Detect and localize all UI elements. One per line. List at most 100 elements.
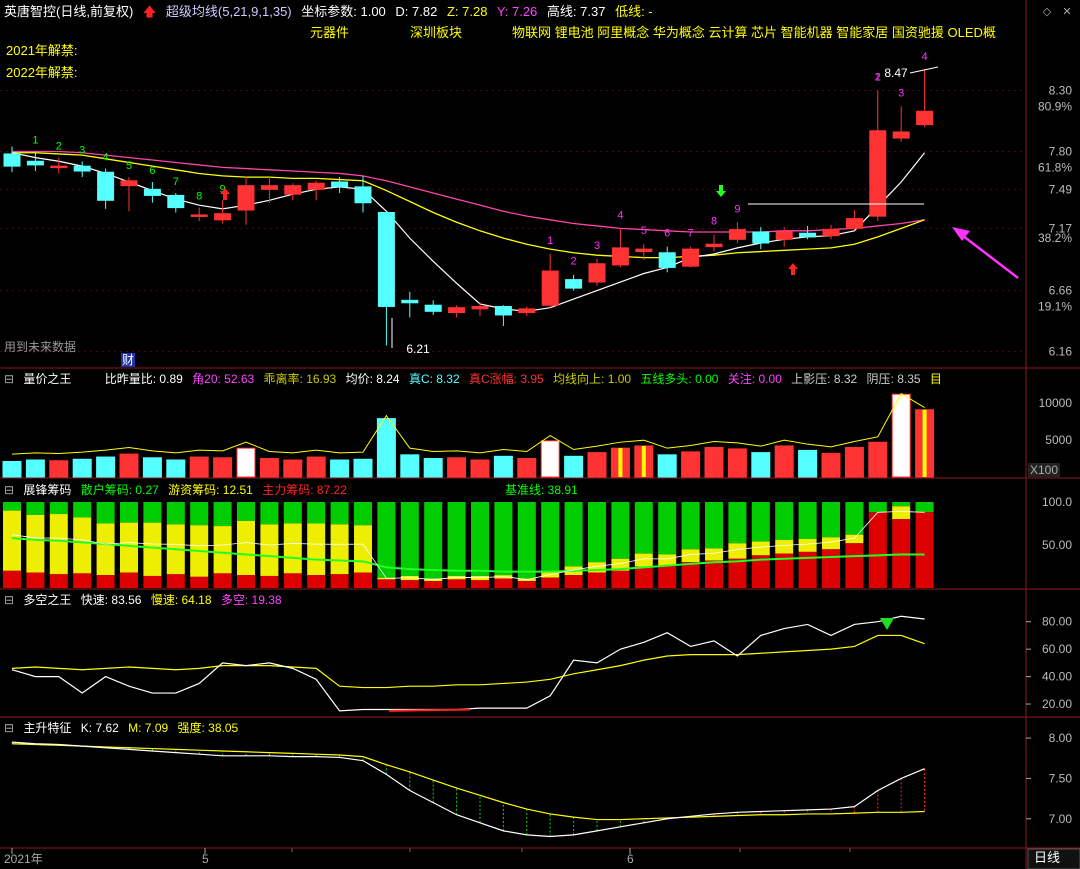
volume-panel-title[interactable]: 量价之王 [23, 372, 72, 386]
chip-bar-main [49, 574, 68, 588]
ma-line-yellow [12, 152, 925, 259]
candle-body [190, 214, 208, 217]
chip-bar-retail [471, 502, 489, 576]
pointer-arrow-line [957, 231, 1019, 279]
chip-bar-retail [588, 502, 606, 563]
price-axis-label: 7.49 [1049, 182, 1073, 196]
chip-bar-main [190, 576, 209, 588]
up-arrow-icon: 🡅 [142, 4, 157, 19]
volume-bar [189, 456, 209, 478]
collapse-icon[interactable]: ⊟ [4, 372, 15, 386]
chip-bar-hot [798, 538, 817, 552]
vol-item-0: 比昨量比: 0.89 [104, 372, 183, 386]
chip-bar-retail [96, 502, 115, 524]
chip-bar-retail [237, 502, 255, 521]
collapse-icon[interactable]: ⊟ [4, 593, 15, 607]
chip-bar-main [634, 566, 653, 588]
sequence-label: 8 [196, 191, 202, 203]
vol-item-4: 真C: 8.32 [408, 372, 460, 386]
candle-body [869, 130, 887, 217]
candle-body [448, 307, 466, 314]
chip-bar-retail [330, 502, 349, 525]
chip-bar-hot [588, 562, 606, 573]
chip-bar-retail [447, 502, 466, 576]
chip-bar-hot [283, 523, 302, 574]
close-icon[interactable]: ✕ [1062, 6, 1072, 18]
vol-item-5: 真C涨幅: 3.95 [469, 372, 544, 386]
volume-bar-marker [641, 445, 646, 477]
hot-money-chip: 游资筹码: 12.51 [168, 483, 253, 497]
volume-bar-marker [618, 448, 623, 477]
candle-body [26, 160, 44, 166]
sequence-label: 2 [56, 141, 62, 153]
volume-bar [798, 449, 818, 478]
chip-bar-main [447, 579, 466, 588]
sequence-label: 4 [103, 152, 109, 164]
candle-body [775, 231, 793, 240]
chip-bar-retail [190, 502, 209, 526]
volume-ma-line [11, 392, 925, 455]
candle-body [752, 231, 770, 244]
indicator-name[interactable]: 超级均线(5,21,9,1,35) [165, 4, 292, 19]
period-button[interactable]: 日线 [1034, 850, 1061, 865]
candle-body [588, 263, 606, 283]
chip-bar-main [681, 562, 700, 588]
candle-body [845, 218, 863, 229]
stock-title[interactable]: 英唐智控(日线,前复权) [4, 4, 134, 19]
chip-bar-hot [143, 522, 162, 576]
chip-bar-retail [494, 502, 513, 576]
finance-mark[interactable]: 财 [121, 353, 136, 367]
dk-axis-label: 40.00 [1042, 670, 1072, 684]
dk-axis-label: 80.00 [1042, 615, 1072, 629]
volume-bar [25, 459, 45, 478]
candle-body [799, 232, 817, 238]
chip-bar-main [120, 572, 138, 588]
chip-base-line [11, 537, 925, 573]
chip-bar-hot [541, 572, 560, 578]
chip-bar-retail [517, 502, 536, 579]
zs-panel-title[interactable]: 主升特征 [23, 721, 72, 735]
volume-axis-label: 10000 [1039, 396, 1073, 410]
sequence-label: 2 [571, 256, 577, 268]
price-axis-label: 6.66 [1049, 284, 1073, 298]
sequence-label: 8 [711, 215, 717, 227]
volume-bar [400, 454, 420, 478]
dk-panel-title[interactable]: 多空之王 [23, 593, 72, 607]
price-axis-label: 80.9% [1038, 99, 1072, 113]
sequence-label: 5 [126, 160, 132, 172]
sequence-label: 3 [594, 240, 600, 252]
chip-bar-hot [728, 543, 747, 559]
chip-bar-main [471, 580, 489, 588]
dk-axis-label: 20.00 [1042, 697, 1072, 711]
candle-body [284, 185, 302, 195]
chip-bar-retail [213, 502, 232, 527]
volume-bar [774, 445, 794, 478]
chip-bar-retail [283, 502, 302, 524]
dk-panel-header: ⊟ 多空之王 快速: 83.56 慢速: 64.18 多空: 19.38 [4, 590, 288, 610]
chip-bar-retail [915, 502, 934, 513]
chip-bar-main [26, 572, 45, 588]
chip-panel-title[interactable]: 展锋筹码 [23, 483, 72, 497]
chip-bar-main [400, 580, 419, 588]
chip-bar-hot [96, 523, 115, 576]
future-data-note: 用到未来数据 [4, 340, 77, 354]
up-signal-icon [788, 263, 798, 275]
candle-body [822, 229, 840, 237]
volume-bar [727, 448, 747, 478]
chip-bar-main [728, 558, 747, 588]
volume-bar-marker [922, 409, 927, 477]
vol-item-1: 角20: 52.63 [192, 372, 255, 386]
diamond-icon[interactable]: ◇ [1042, 6, 1052, 18]
collapse-icon[interactable]: ⊟ [4, 483, 15, 497]
price-axis-label: 38.2% [1038, 231, 1072, 245]
sequence-label: 6 [149, 165, 155, 177]
collapse-icon[interactable]: ⊟ [4, 721, 15, 735]
chip-bar-retail [120, 502, 138, 523]
chip-bar-retail [424, 502, 443, 579]
y-value: Y: 7.26 [496, 4, 538, 19]
chip-bar-main [424, 581, 443, 588]
chip-bar-main [517, 581, 536, 588]
chip-bar-hot [237, 520, 255, 576]
unlock-2021: 2021年解禁: [6, 43, 78, 58]
